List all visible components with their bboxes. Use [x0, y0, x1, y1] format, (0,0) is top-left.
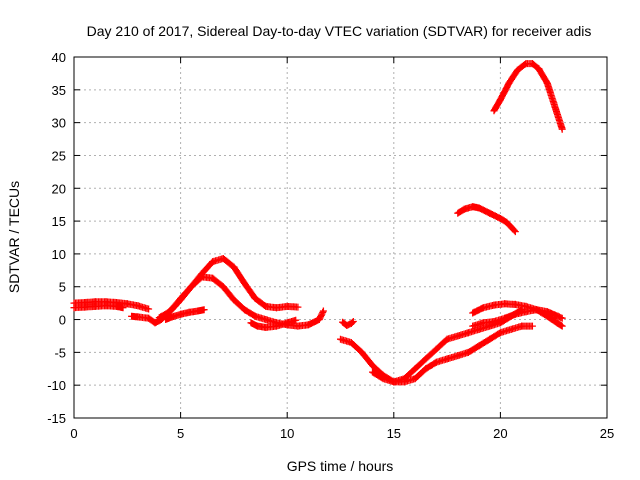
series-track-5	[162, 306, 208, 323]
data-point-marker	[187, 270, 206, 291]
y-tick-label: 0	[59, 313, 66, 328]
x-tick-label: 25	[600, 426, 614, 441]
data-point-marker	[347, 339, 366, 356]
x-tick-label: 15	[387, 426, 401, 441]
plot-frame	[73, 56, 608, 419]
series-track-6	[247, 316, 300, 331]
series-track-2	[70, 302, 127, 312]
data-point-marker	[134, 302, 153, 313]
data-point-marker	[550, 99, 566, 133]
data-point-marker	[219, 283, 238, 304]
data-point-marker	[490, 96, 504, 115]
data-point-marker	[194, 306, 208, 315]
y-tick-label: 30	[52, 116, 66, 131]
data-point-marker	[198, 258, 217, 278]
series-track-8	[337, 306, 526, 386]
x-tick-label: 0	[70, 426, 77, 441]
y-tick-label: 40	[52, 50, 66, 65]
data-point-marker	[443, 352, 462, 363]
data-point-marker	[411, 365, 430, 383]
y-tick-label: -15	[47, 411, 66, 426]
data-point-marker	[209, 274, 227, 291]
data-point-marker	[241, 279, 259, 302]
data-point-marker	[283, 316, 300, 327]
y-tick-label: 25	[52, 148, 66, 163]
data-point-marker	[315, 307, 327, 323]
y-tick-label: -5	[54, 345, 66, 360]
ticks: 0 5 10 15 20 25 -15 -10 -5 0 5 10 15 20 25 30 35 40	[47, 50, 614, 441]
data-point-marker	[543, 312, 562, 327]
data-point-marker	[469, 304, 487, 317]
y-tick-label: 10	[52, 247, 66, 262]
data-point-marker	[518, 322, 536, 330]
x-tick-label: 5	[177, 426, 184, 441]
series-track-7	[339, 318, 357, 329]
data-point-marker	[496, 79, 513, 104]
series-track-9	[369, 322, 536, 386]
data-point-marker	[422, 345, 440, 363]
data-point-marker	[219, 255, 238, 271]
data-point-marker	[283, 302, 302, 311]
data-point-marker	[554, 312, 566, 322]
data-point-marker	[505, 66, 521, 87]
series-track-11	[469, 300, 566, 330]
data-point-marker	[230, 296, 249, 314]
y-tick-label: 35	[52, 83, 66, 98]
data-point-marker	[177, 283, 195, 304]
x-tick-label: 10	[280, 426, 294, 441]
x-axis-label: GPS time / hours	[287, 458, 394, 474]
data-point-marker	[554, 320, 566, 330]
data-point-marker	[358, 348, 376, 369]
series-track-12	[454, 203, 519, 236]
series-track-4	[155, 255, 302, 322]
data-point-marker	[230, 263, 249, 287]
series-track-13	[490, 60, 566, 133]
x-tick-label: 20	[493, 426, 507, 441]
data-point-marker	[535, 65, 551, 87]
y-axis-label: SDTVAR / TECUs	[6, 181, 22, 293]
data-point-marker	[503, 218, 519, 236]
grid	[74, 57, 607, 418]
series-track-1	[70, 298, 153, 313]
data-point-marker	[251, 295, 270, 310]
data-point-marker	[166, 296, 185, 316]
data-point-marker	[113, 302, 127, 312]
data-point-marker	[347, 318, 357, 327]
chart-title: Day 210 of 2017, Sidereal Day-to-day VTE…	[87, 23, 592, 39]
data-point-marker	[411, 355, 430, 373]
data-marks	[70, 60, 566, 386]
data-point-marker	[432, 335, 451, 353]
y-tick-label: -10	[47, 378, 66, 393]
y-tick-label: 15	[52, 214, 66, 229]
y-tick-label: 20	[52, 181, 66, 196]
y-tick-label: 5	[59, 280, 66, 295]
